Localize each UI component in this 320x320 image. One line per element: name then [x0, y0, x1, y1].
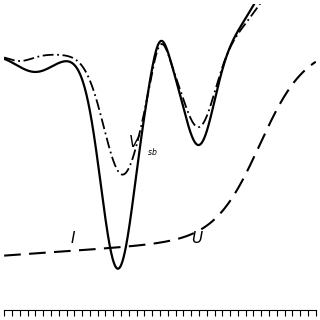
Text: $I$: $I$	[70, 230, 76, 246]
Text: $U$: $U$	[191, 230, 204, 246]
Text: $_{sb}$: $_{sb}$	[147, 147, 157, 159]
Text: $V$: $V$	[128, 134, 142, 150]
